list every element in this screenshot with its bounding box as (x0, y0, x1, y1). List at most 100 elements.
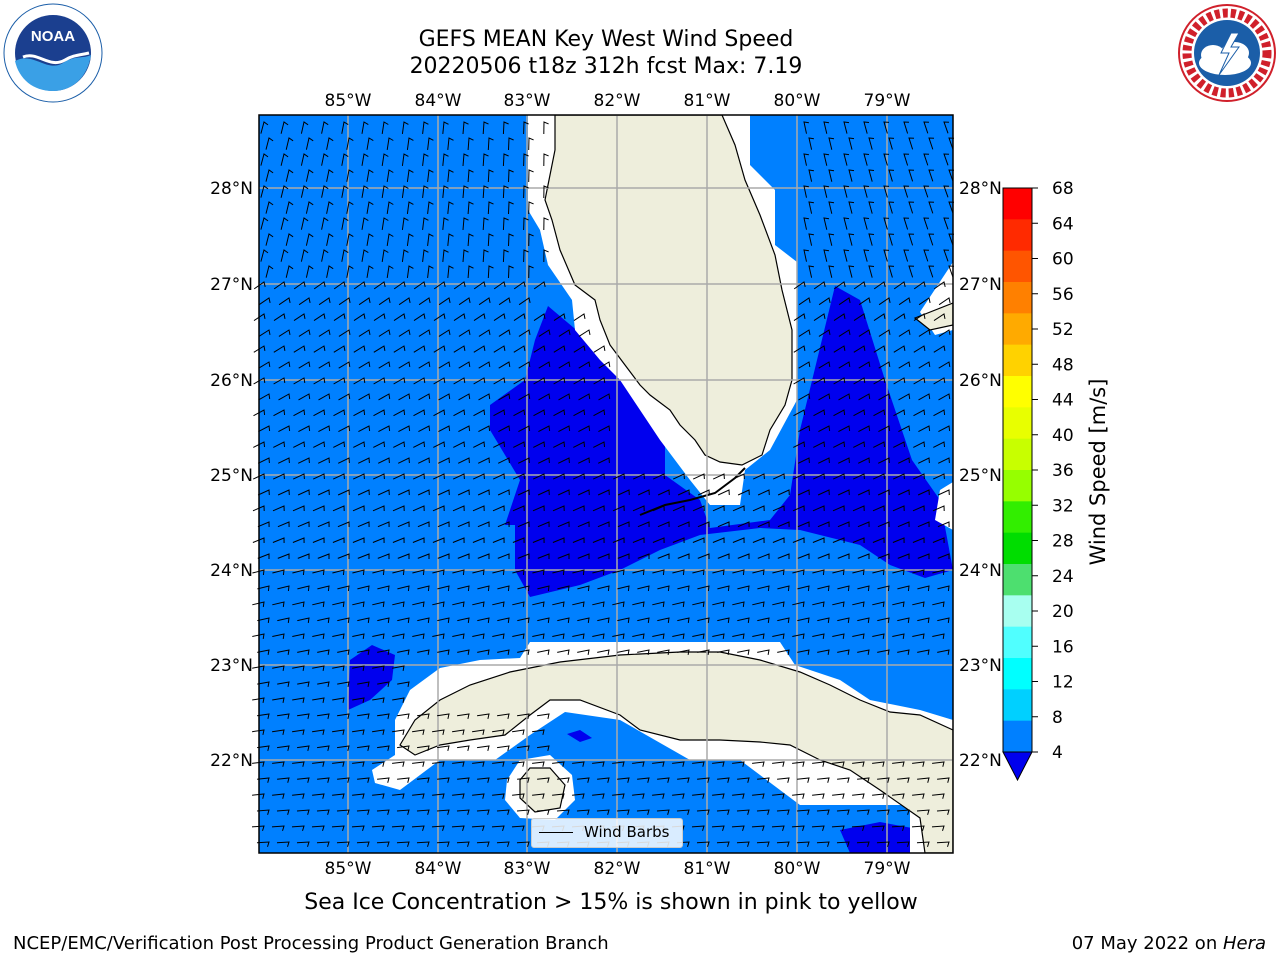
wind-barb (592, 473, 605, 480)
wind-barb (813, 313, 826, 322)
wind-barb (597, 553, 610, 559)
wind-barb (337, 649, 350, 655)
wind-barb (292, 569, 305, 576)
wind-barb (376, 841, 390, 847)
wind-barb (418, 425, 431, 433)
wind-barb (381, 121, 389, 134)
wind-barb (592, 537, 605, 544)
wind-barb (732, 537, 745, 544)
wind-barb (897, 521, 910, 528)
wind-barb (280, 153, 289, 166)
wind-barb (457, 553, 470, 559)
wind-barb (848, 169, 855, 182)
wind-barb (341, 217, 349, 230)
wind-barb (872, 761, 885, 767)
colorbar-segment (1003, 564, 1032, 596)
wind-barb (326, 137, 334, 150)
wind-barb (897, 489, 910, 496)
wind-barb (473, 409, 486, 417)
wind-barb (772, 473, 785, 480)
wind-barb (877, 617, 890, 623)
wind-barb (452, 473, 465, 480)
wind-barb (598, 393, 611, 401)
wind-barb (578, 425, 591, 433)
colorbar-tick-label: 28 (1052, 532, 1074, 552)
wind-barb (517, 713, 530, 720)
wind-barb (757, 489, 770, 496)
wind-barb (888, 201, 895, 214)
wind-barb (417, 585, 430, 592)
wind-barb (285, 137, 294, 150)
wind-barb (757, 521, 770, 528)
wind-barb (298, 297, 311, 306)
wind-barb (456, 841, 470, 847)
wind-barb (692, 633, 705, 639)
wind-barb (532, 633, 545, 639)
lat-label-left: 22°N (210, 751, 253, 771)
wind-barb (332, 697, 345, 703)
wind-barb (278, 361, 291, 369)
wind-barb (598, 425, 611, 433)
wind-barb (272, 569, 285, 576)
wind-barb (812, 505, 825, 512)
wind-barb (793, 441, 805, 448)
wind-barb (557, 457, 570, 464)
wind-barb (832, 761, 845, 767)
wind-barb (833, 441, 845, 448)
wind-barb (252, 537, 265, 544)
wind-barb (312, 505, 325, 512)
wind-barb (928, 233, 935, 246)
wind-barb (438, 297, 451, 306)
wind-barb (252, 761, 265, 767)
wind-barb (357, 553, 370, 559)
wind-barb (908, 201, 915, 214)
wind-barb (313, 281, 326, 290)
wind-barb (357, 521, 370, 528)
wind-barb-legend-line (539, 832, 573, 833)
wind-barb (537, 649, 550, 655)
wind-barb (341, 121, 349, 134)
wind-barb (432, 761, 445, 767)
wind-barb (892, 473, 905, 480)
footer-date: 07 May 2022 on Hera (1072, 933, 1266, 954)
wind-barb (512, 729, 525, 736)
wind-barb (543, 249, 549, 263)
wind-barb (912, 505, 925, 512)
wind-barb (357, 745, 370, 752)
wind-barb (378, 329, 391, 337)
wind-barb (598, 361, 611, 369)
wind-barb (517, 745, 530, 752)
wind-barb (793, 409, 806, 417)
wind-barb (472, 601, 485, 608)
wind-barb (457, 745, 470, 752)
wind-barb (572, 505, 585, 512)
wind-barb (823, 217, 830, 230)
wind-barb (278, 329, 291, 337)
wind-barb (253, 409, 266, 417)
wind-barb (473, 441, 485, 448)
wind-barb (538, 393, 551, 401)
wind-barb (897, 585, 910, 592)
wind-barb (697, 585, 710, 592)
noaa-logo: NOAA (3, 3, 103, 103)
wind-barb (872, 505, 885, 512)
wind-barbs (251, 121, 955, 847)
wind-barb (341, 153, 349, 166)
wind-barb (333, 281, 346, 290)
wind-barb (457, 617, 470, 623)
wind-barb (502, 121, 509, 135)
wind-barb (333, 345, 346, 353)
wind-barb (918, 393, 931, 401)
wind-barb (397, 649, 410, 655)
wind-barb (818, 329, 831, 337)
wind-barb (422, 153, 429, 166)
wind-barb (496, 809, 510, 815)
wind-barb (252, 697, 265, 703)
wind-barb (652, 473, 665, 480)
wind-barb (477, 617, 490, 623)
wind-barb (292, 473, 305, 480)
wind-barb (427, 265, 434, 278)
wind-barb (482, 185, 489, 199)
wind-barb (803, 153, 809, 166)
wind-barb (798, 425, 811, 433)
